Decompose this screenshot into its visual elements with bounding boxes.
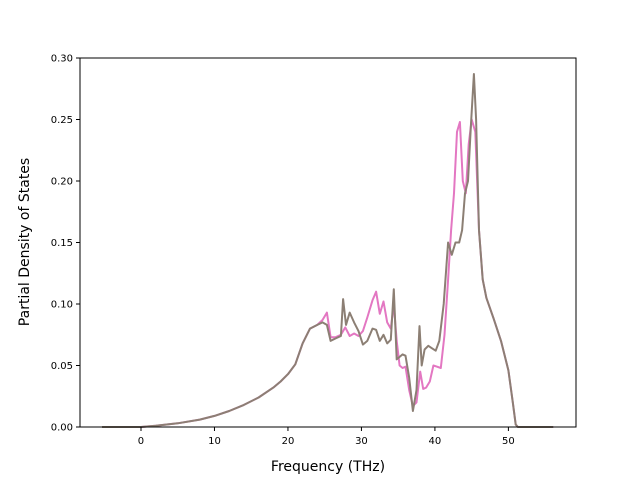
y-tick-label: 0.30 — [51, 54, 73, 65]
x-tick-label: 40 — [429, 436, 442, 447]
y-axis: 0.00 0.05 0.10 0.15 0.20 0.25 0.30 — [51, 54, 80, 434]
series-line-1 — [102, 118, 554, 428]
y-tick-label: 0.25 — [51, 115, 73, 126]
y-tick-label: 0.05 — [51, 361, 73, 372]
y-tick-label: 0.10 — [51, 300, 73, 311]
x-tick-label: 10 — [208, 436, 221, 447]
x-tick-label: 20 — [282, 436, 295, 447]
plot-frame — [79, 57, 577, 428]
x-tick-label: 30 — [355, 436, 368, 447]
y-axis-title: Partial Density of States — [17, 158, 33, 326]
y-tick-label: 0.15 — [51, 238, 73, 249]
series-line-2 — [102, 73, 554, 428]
x-tick-label: 50 — [502, 436, 515, 447]
x-tick-label: 0 — [138, 436, 144, 447]
y-tick-label: 0.00 — [51, 423, 73, 434]
x-axis-title: Frequency (THz) — [271, 459, 385, 475]
series-layer — [102, 73, 554, 428]
x-axis: 0 10 20 30 40 50 — [138, 427, 515, 447]
y-tick-label: 0.20 — [51, 177, 73, 188]
